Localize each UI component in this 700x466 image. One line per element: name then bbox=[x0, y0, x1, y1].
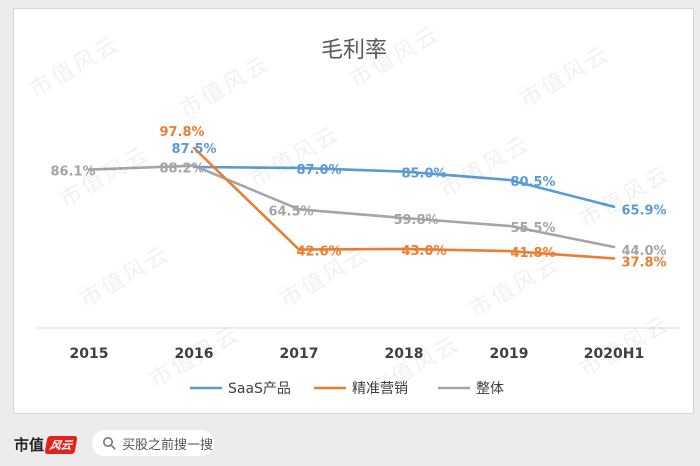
legend-item-overall[interactable]: 整体 bbox=[438, 381, 504, 397]
series-line-marketing bbox=[192, 146, 616, 260]
data-label-overall: 55.5% bbox=[510, 221, 555, 236]
series-layer bbox=[87, 146, 616, 260]
data-label-marketing: 37.8% bbox=[621, 255, 666, 270]
data-label-saas: 85.0% bbox=[401, 167, 446, 182]
data-label-marketing: 43.0% bbox=[401, 244, 446, 259]
brand-stamp: 风云 bbox=[44, 435, 78, 454]
x-tick-label: 2016 bbox=[175, 346, 214, 362]
data-label-overall: 88.2% bbox=[159, 162, 204, 177]
footer-bar: 市值 风云 买股之前搜一搜 bbox=[0, 420, 700, 466]
data-label-marketing: 97.8% bbox=[159, 125, 204, 140]
series-line-overall bbox=[87, 164, 616, 249]
search-box[interactable]: 买股之前搜一搜 bbox=[92, 430, 214, 456]
series-line-saas bbox=[192, 165, 616, 208]
data-label-saas: 87.5% bbox=[171, 142, 216, 157]
legend: SaaS产品 精准营销 整体 bbox=[190, 381, 504, 397]
data-label-overall: 59.8% bbox=[393, 213, 438, 228]
data-label-marketing: 42.6% bbox=[296, 245, 341, 260]
data-label-saas: 80.5% bbox=[510, 175, 555, 190]
chart-canvas: 毛利率 86.1% 88.2%64.5%59.8%55.5%44.0%87.5%8… bbox=[36, 38, 680, 397]
x-tick-label: 2020H1 bbox=[584, 346, 644, 362]
chart-card: 毛利率 86.1% 88.2% 64.5% 59.8% 55.5% 44.0% 87.5% 8… bbox=[13, 8, 694, 414]
data-label-overall: 44.0% bbox=[621, 244, 666, 259]
legend-item-marketing[interactable]: 精准营销 bbox=[314, 381, 408, 397]
brand-name: 市值 bbox=[14, 436, 45, 454]
x-tick-label: 2018 bbox=[385, 346, 424, 362]
x-tick-label: 2015 bbox=[70, 346, 109, 362]
data-label-saas: 87.0% bbox=[296, 163, 341, 178]
data-label-marketing: 41.8% bbox=[510, 246, 555, 261]
x-tick-layer: 2015 2016 2017 2018 2019 2020H1 bbox=[70, 346, 645, 362]
x-tick-label: 2017 bbox=[280, 346, 319, 362]
data-label-overall: 86.1% bbox=[50, 165, 95, 180]
data-label-saas: 65.9% bbox=[621, 204, 666, 219]
legend-label: 精准营销 bbox=[352, 381, 408, 397]
chart-title: 毛利率 bbox=[321, 38, 387, 63]
legend-label: 整体 bbox=[476, 381, 504, 397]
search-placeholder: 买股之前搜一搜 bbox=[122, 437, 214, 453]
x-tick-label: 2019 bbox=[490, 346, 529, 362]
data-label-layer: 86.1% 88.2% 64.5% 59.8% 55.5% 44.0% 87.5% 87.0%… bbox=[50, 125, 666, 270]
brand-logo[interactable]: 市值 风云 bbox=[14, 434, 78, 455]
legend-item-saas[interactable]: SaaS产品 bbox=[190, 381, 291, 397]
data-label-overall: 64.5% bbox=[268, 204, 313, 219]
legend-label: SaaS产品 bbox=[228, 381, 291, 397]
search-icon bbox=[103, 437, 116, 450]
